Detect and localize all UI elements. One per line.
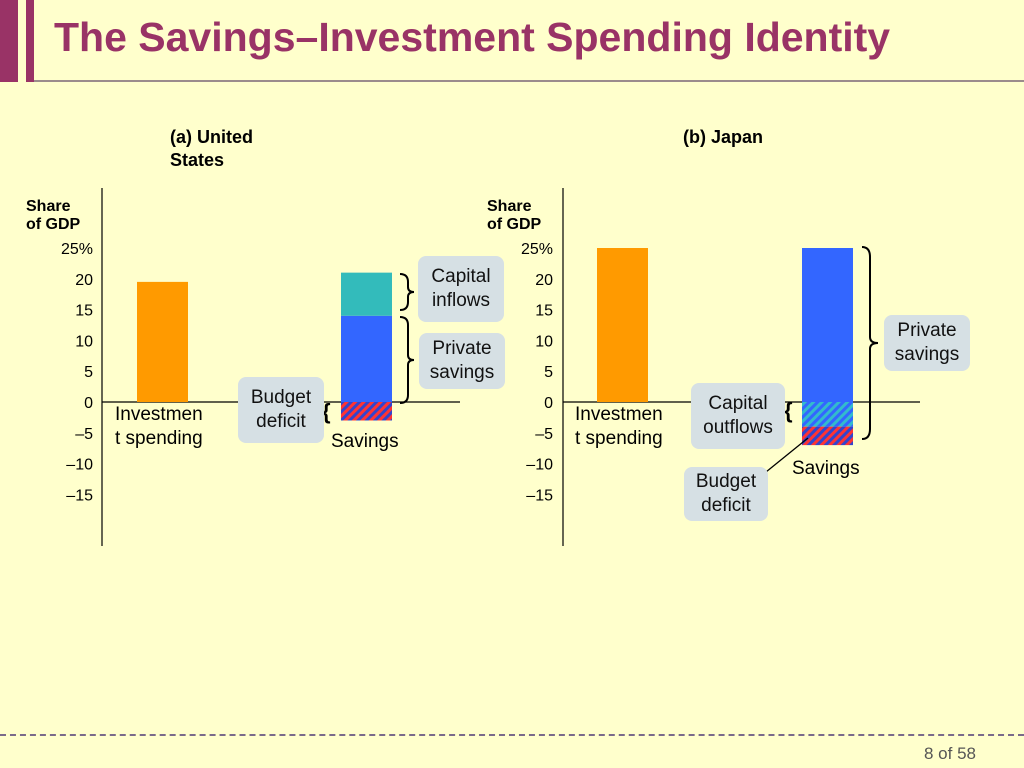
page-number: 8 of 58 — [924, 744, 976, 763]
private-savings-label-jp: Private savings — [894, 320, 960, 365]
panel-title-us-line-1: (a) United — [170, 127, 253, 147]
bar-capital-inflows-us — [341, 272, 392, 316]
brace-capital-outflows-jp: { — [784, 398, 793, 423]
bar-capital-outflows-jp — [802, 402, 853, 427]
x-label-investment-jp-line-1: Investmen — [575, 404, 663, 425]
brace-private-savings-jp — [861, 246, 879, 440]
y-tick-label-us-8: –10 — [66, 457, 93, 474]
callout-budget-deficit-jp: Budget deficit — [684, 467, 768, 521]
callout-budget-deficit-us: Budget deficit — [238, 377, 324, 443]
title-accent-bar-thin — [26, 0, 34, 82]
y-tick-label-us-6: 0 — [84, 395, 93, 412]
y-axis-label-us-line-1: Share — [26, 198, 71, 215]
y-tick-label-jp-8: –10 — [526, 457, 553, 474]
y-tick-label-us-5: 5 — [84, 364, 93, 381]
y-tick-label-jp-5: 5 — [544, 364, 553, 381]
y-tick-label-jp-1: 25% — [521, 241, 553, 258]
bar-investment-us — [137, 281, 188, 402]
bar-budget-deficit-jp — [802, 426, 853, 446]
bar-investment-jp — [597, 248, 648, 402]
private-savings-label-us: Private savings — [429, 338, 495, 383]
y-tick-label-jp-4: 10 — [535, 333, 553, 350]
y-tick-label-jp-7: –5 — [535, 426, 553, 443]
x-label-savings-jp: Savings — [792, 458, 860, 479]
y-tick-label-jp-9: –15 — [526, 487, 553, 504]
x-label-investment-us-line-1: Investmen — [115, 404, 203, 425]
panel-title-jp: (b) Japan — [683, 127, 763, 147]
brace-budget-deficit-us: { — [322, 399, 331, 424]
x-label-investment-us-line-2: t spending — [115, 428, 203, 449]
y-tick-label-jp-2: 20 — [535, 272, 553, 289]
y-tick-label-us-2: 20 — [75, 272, 93, 289]
budget-deficit-label-us: Budget deficit — [250, 387, 312, 432]
y-tick-label-us-7: –5 — [75, 426, 93, 443]
callout-private-savings-us: Private savings — [419, 333, 505, 389]
brace-capital-inflows-us — [399, 273, 415, 311]
y-axis-label-jp-line-2: of GDP — [487, 216, 542, 233]
footer-divider — [0, 734, 1024, 736]
title-accent-bar — [0, 0, 18, 82]
y-axis-label-us-line-2: of GDP — [26, 216, 81, 233]
y-tick-label-jp-3: 15 — [535, 303, 553, 320]
bar-private-savings-jp — [802, 248, 853, 402]
callout-capital-inflows-us: Capital inflows — [418, 256, 504, 322]
title-divider — [34, 80, 1024, 82]
pointer-budget-deficit-jp — [765, 437, 809, 473]
slide-title: The Savings–Investment Spending Identity — [54, 14, 891, 60]
bar-budget-deficit-us — [341, 402, 392, 421]
y-axis-label-jp-line-1: Share — [487, 198, 532, 215]
y-tick-label-jp-6: 0 — [544, 395, 553, 412]
y-tick-label-us-9: –15 — [66, 487, 93, 504]
y-tick-label-us-3: 15 — [75, 303, 93, 320]
x-label-savings-us: Savings — [331, 431, 399, 452]
callout-capital-outflows-jp: Capital outflows — [691, 383, 785, 449]
brace-private-savings-us — [399, 316, 415, 404]
budget-deficit-label-jp: Budget deficit — [695, 471, 757, 516]
capital-inflows-label-us: Capital inflows — [431, 266, 491, 311]
y-tick-label-us-4: 10 — [75, 333, 93, 350]
x-label-investment-jp-line-2: t spending — [575, 428, 663, 449]
callout-private-savings-jp: Private savings — [884, 315, 970, 371]
capital-outflows-label-jp: Capital outflows — [703, 393, 773, 438]
panel-title-us-line-2: States — [170, 150, 224, 170]
bar-private-savings-us — [341, 315, 392, 402]
y-tick-label-us-1: 25% — [61, 241, 93, 258]
